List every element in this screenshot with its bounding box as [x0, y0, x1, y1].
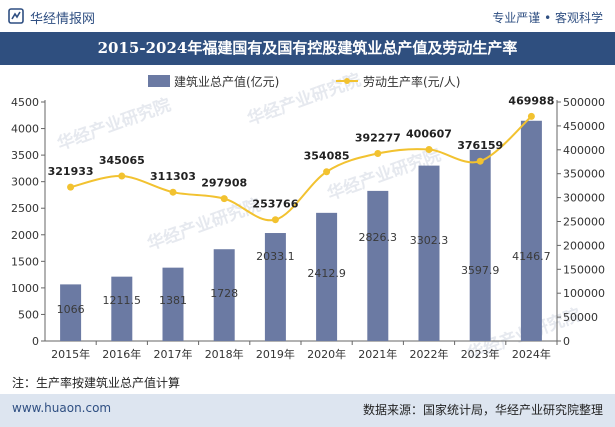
y-left-tick-label: 2500: [11, 202, 39, 215]
x-tick-label: 2016年: [102, 347, 141, 361]
line-data-label: 400607: [406, 128, 452, 141]
line-data-label: 311303: [150, 170, 196, 183]
x-tick-label: 2015年: [51, 347, 90, 361]
bar: [264, 233, 286, 341]
huajing-logo-icon: [8, 8, 24, 24]
line-data-label: 297908: [201, 177, 247, 190]
y-right-tick-label: 450000: [563, 120, 605, 133]
line-point: [527, 112, 535, 120]
bar-data-label: 2826.3: [359, 231, 398, 244]
y-left-tick-label: 1500: [11, 255, 39, 268]
footnote: 注：生产率按建筑业总产值计算: [12, 376, 181, 390]
y-left-tick-label: 500: [18, 308, 39, 321]
y-left-tick-label: 3500: [11, 149, 39, 162]
bar: [367, 190, 389, 341]
bar-data-label: 1728: [210, 287, 238, 300]
x-tick-label: 2023年: [461, 347, 500, 361]
bar-data-label: 3597.9: [461, 264, 500, 277]
y-left-tick-label: 2000: [11, 229, 39, 242]
legend-line-label: 劳动生产率(元/人): [363, 74, 460, 89]
bar: [418, 165, 440, 341]
y-left-tick-label: 4500: [11, 96, 39, 109]
bar: [316, 212, 338, 341]
footer-bar: [0, 394, 615, 427]
chart-title: 2015-2024年福建国有及国有控股建筑业总产值及劳动生产率: [97, 39, 518, 57]
productivity-line: [70, 115, 533, 222]
bar: [111, 276, 133, 341]
line-data-label: 253766: [252, 198, 298, 211]
site-name: 华经情报网: [30, 12, 96, 27]
x-tick-label: 2022年: [410, 347, 449, 361]
y-left-tick-label: 3000: [11, 176, 39, 189]
title-bar: [0, 32, 615, 65]
line-point: [220, 195, 228, 203]
line-point: [271, 216, 279, 224]
y-left-tick-label: 4000: [11, 123, 39, 136]
line-data-label: 345065: [99, 154, 145, 167]
legend-bar-label: 建筑业总产值(亿元): [174, 74, 279, 89]
legend-line-marker: [344, 78, 350, 84]
x-tick-label: 2024年: [512, 347, 551, 361]
watermark-text: 华经产业研究院: [145, 194, 264, 254]
x-tick-label: 2020年: [307, 347, 346, 361]
line-point: [67, 183, 75, 191]
line-data-label: 392277: [355, 131, 401, 144]
bar: [469, 149, 491, 341]
x-tick-label: 2017年: [154, 347, 193, 361]
site-slogan: 专业严谨 • 客观科学: [492, 11, 603, 25]
line-point: [476, 157, 484, 165]
y-right-tick-label: 150000: [563, 263, 605, 276]
line-data-label: 321933: [48, 165, 94, 178]
bar: [520, 120, 542, 341]
y-right-tick-label: 350000: [563, 168, 605, 181]
bar-data-label: 2033.1: [256, 250, 295, 263]
y-left-tick-label: 0: [32, 335, 39, 348]
y-left-tick-label: 1000: [11, 282, 39, 295]
bar-data-label: 2412.9: [307, 267, 346, 280]
legend-bar-swatch: [148, 75, 170, 87]
line-point: [425, 146, 433, 154]
x-tick-label: 2021年: [358, 347, 397, 361]
line-point: [118, 172, 126, 180]
y-right-tick-label: 200000: [563, 239, 605, 252]
y-right-tick-label: 50000: [563, 311, 598, 324]
line-point: [374, 149, 382, 157]
x-tick-label: 2018年: [205, 347, 244, 361]
bar-data-label: 1381: [159, 294, 187, 307]
y-right-tick-label: 400000: [563, 144, 605, 157]
line-data-label: 354085: [304, 150, 350, 163]
bar-data-label: 3302.3: [410, 234, 449, 247]
y-right-tick-label: 250000: [563, 216, 605, 229]
y-right-tick-label: 0: [563, 335, 570, 348]
bar-data-label: 4146.7: [512, 250, 551, 263]
bar: [162, 267, 184, 341]
line-point: [323, 168, 331, 176]
bar: [60, 284, 82, 341]
y-right-tick-label: 500000: [563, 96, 605, 109]
bar: [213, 249, 235, 341]
footer-url-link[interactable]: www.huaon.com: [12, 401, 112, 415]
header-bar: 华经情报网 专业严谨 • 客观科学: [0, 0, 615, 32]
combo-chart: 华经产业研究院华经产业研究院华经产业研究院华经产业研究院华经产业研究院www.h…: [11, 69, 605, 364]
x-tick-label: 2019年: [256, 347, 295, 361]
y-right-tick-label: 100000: [563, 287, 605, 300]
watermark-text: 华经产业研究院: [55, 94, 174, 154]
data-source: 数据来源：国家统计局，华经产业研究院整理: [362, 403, 603, 417]
bar-data-label: 1211.5: [103, 294, 142, 307]
line-data-label: 469988: [508, 94, 554, 107]
y-right-tick-label: 300000: [563, 192, 605, 205]
line-data-label: 376159: [457, 139, 503, 152]
line-point: [169, 188, 177, 196]
bar-data-label: 1066: [57, 303, 85, 316]
